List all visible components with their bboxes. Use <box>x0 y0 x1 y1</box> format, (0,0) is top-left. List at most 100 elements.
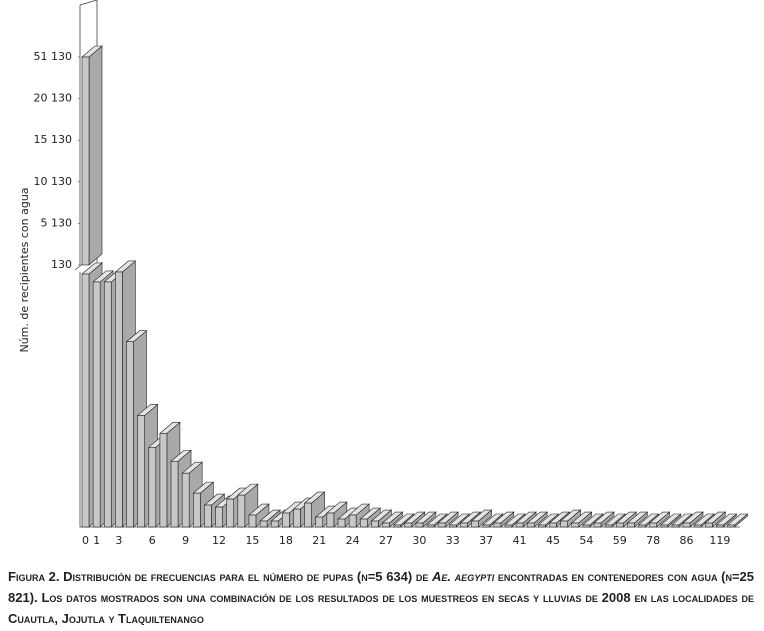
x-tick-label: 30 <box>412 534 426 547</box>
bar-front <box>638 524 646 528</box>
bar <box>659 513 682 528</box>
bar <box>415 511 437 528</box>
bar-front <box>348 514 357 528</box>
bar-front <box>627 522 635 528</box>
x-tick-label: 27 <box>379 534 393 547</box>
bar <box>704 511 727 528</box>
caption: Figura 2. Distribución de frecuencias pa… <box>8 566 754 629</box>
bar-front <box>137 415 145 528</box>
bar-front <box>437 522 446 528</box>
bar <box>693 513 715 528</box>
bar <box>259 509 281 528</box>
bar-front <box>393 524 401 528</box>
bar <box>648 511 671 528</box>
x-tick-label: 54 <box>579 534 593 547</box>
bar-front <box>482 524 490 528</box>
bar <box>626 511 649 528</box>
y-tick-label: 130 <box>51 258 72 271</box>
bar-front <box>504 524 513 528</box>
bar <box>515 511 537 528</box>
x-tick-label: 12 <box>212 534 226 547</box>
bar-front <box>571 522 580 528</box>
bar-front <box>716 524 724 528</box>
x-tick-label: 0 <box>82 534 89 547</box>
bar <box>504 513 526 528</box>
bar <box>492 511 515 528</box>
bar-front <box>448 524 457 528</box>
bar-front <box>382 522 390 528</box>
x-tick-label: 18 <box>279 534 293 547</box>
x-tick-label: 6 <box>149 534 156 547</box>
bar-front <box>560 520 568 528</box>
bar-front <box>426 524 435 528</box>
bar <box>481 513 504 528</box>
bar-front <box>460 522 468 528</box>
caption-text: Figura 2. Distribución de frecuencias pa… <box>8 569 433 584</box>
bar-front <box>493 522 502 528</box>
bar <box>593 511 615 528</box>
bar-front <box>538 524 546 528</box>
x-tick-label: 37 <box>479 534 493 547</box>
bar-front <box>293 508 301 528</box>
bar-front <box>81 56 90 266</box>
bar-front <box>515 522 524 528</box>
bar-front <box>326 512 335 528</box>
bar <box>381 511 404 528</box>
y-tick-label: 5 130 <box>41 216 73 229</box>
x-tick-label: 15 <box>245 534 259 547</box>
bar-front <box>148 447 157 528</box>
bar-front <box>693 524 702 528</box>
x-tick-label: 3 <box>115 534 122 547</box>
x-tick-label: 33 <box>446 534 460 547</box>
x-tick-label: 78 <box>646 534 660 547</box>
bar-front <box>615 522 624 528</box>
bar <box>715 513 738 528</box>
bar <box>582 513 604 528</box>
bar-front <box>649 522 657 528</box>
x-tick-label: 9 <box>182 534 189 547</box>
x-tick-label: 119 <box>709 534 730 547</box>
bar-front <box>526 522 535 528</box>
bar-front <box>270 520 279 528</box>
bar-front <box>92 281 101 528</box>
bar-front <box>126 341 134 528</box>
bar-front <box>193 492 201 528</box>
bar-front <box>727 524 735 528</box>
bar-front <box>371 520 379 528</box>
bar <box>615 511 638 528</box>
bar-front <box>248 514 257 528</box>
bar <box>559 509 582 528</box>
y-axis-label: Núm. de recipientes con agua <box>18 187 31 352</box>
x-tick-label: 21 <box>312 534 326 547</box>
bar <box>470 509 493 528</box>
bar <box>526 511 549 528</box>
bar <box>604 513 626 528</box>
y-tick-label: 10 130 <box>34 175 73 188</box>
caption-text: encontradas en contenedores con agua (n=… <box>8 569 755 626</box>
bar-front <box>282 512 290 528</box>
bar-front <box>204 504 212 528</box>
x-tick-label: 86 <box>680 534 694 547</box>
bar <box>726 513 749 528</box>
bar <box>370 509 393 528</box>
x-tick-label: 1 <box>93 534 100 547</box>
bar <box>682 511 704 528</box>
bar-front <box>404 522 413 528</box>
y-tick-label: 51 130 <box>34 50 73 63</box>
bar-front <box>237 494 246 528</box>
bar <box>81 45 103 528</box>
bar <box>637 513 660 528</box>
bar-front <box>704 522 713 528</box>
bar-front <box>226 498 234 528</box>
bar-front <box>604 524 613 528</box>
bar-front <box>682 522 691 528</box>
bar-front <box>115 271 123 528</box>
bar-front <box>259 520 268 528</box>
x-tick-label: 24 <box>346 534 360 547</box>
bar-front <box>81 273 90 528</box>
bar-front <box>593 522 602 528</box>
caption-species: Ae. aegypti <box>432 569 495 584</box>
bar-front <box>170 460 179 528</box>
